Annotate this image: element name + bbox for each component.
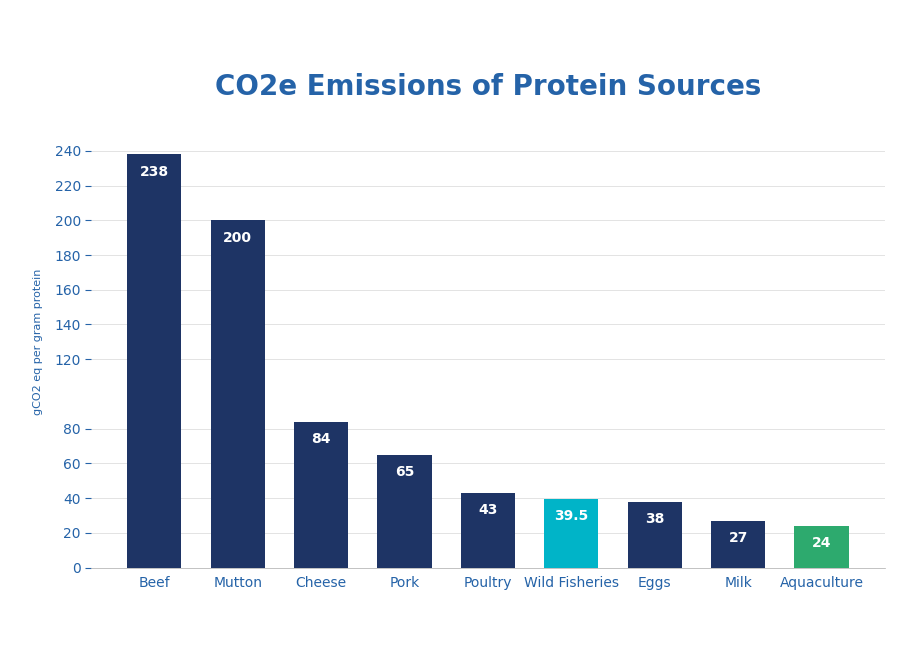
- Y-axis label: gCO2 eq per gram protein: gCO2 eq per gram protein: [33, 269, 43, 415]
- Bar: [711, 521, 764, 568]
- Bar: [544, 499, 598, 568]
- Text: 200: 200: [223, 231, 252, 244]
- Text: 38: 38: [644, 512, 663, 526]
- Text: 24: 24: [811, 537, 830, 550]
- Text: 65: 65: [394, 465, 414, 479]
- Bar: [793, 526, 847, 568]
- Text: 27: 27: [728, 531, 747, 545]
- Text: 43: 43: [477, 503, 497, 517]
- Bar: [210, 221, 264, 568]
- Bar: [128, 154, 181, 568]
- Text: 238: 238: [139, 164, 169, 179]
- Bar: [627, 502, 681, 568]
- Bar: [293, 422, 348, 568]
- Title: CO2e Emissions of Protein Sources: CO2e Emissions of Protein Sources: [214, 74, 761, 101]
- Text: 84: 84: [311, 432, 331, 446]
- Text: 39.5: 39.5: [554, 510, 588, 524]
- Bar: [377, 455, 431, 568]
- Bar: [460, 493, 515, 568]
